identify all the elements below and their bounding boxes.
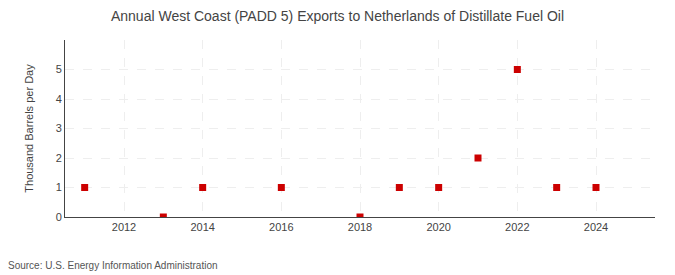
svg-text:2: 2 — [56, 152, 62, 164]
svg-text:2020: 2020 — [426, 221, 450, 233]
svg-text:3: 3 — [56, 122, 62, 134]
svg-text:2018: 2018 — [348, 221, 372, 233]
svg-text:2014: 2014 — [190, 221, 214, 233]
svg-text:Source: U.S. Energy Informatio: Source: U.S. Energy Information Administ… — [8, 260, 218, 271]
svg-text:1: 1 — [56, 181, 62, 193]
svg-text:4: 4 — [56, 93, 62, 105]
svg-text:Thousand Barrels per Day: Thousand Barrels per Day — [23, 64, 35, 193]
svg-text:2012: 2012 — [112, 221, 136, 233]
svg-text:2022: 2022 — [505, 221, 529, 233]
svg-text:Annual West Coast (PADD 5) Exp: Annual West Coast (PADD 5) Exports to Ne… — [111, 8, 564, 24]
svg-text:0: 0 — [56, 211, 62, 223]
svg-text:2024: 2024 — [584, 221, 608, 233]
svg-text:2016: 2016 — [269, 221, 293, 233]
svg-text:5: 5 — [56, 63, 62, 75]
